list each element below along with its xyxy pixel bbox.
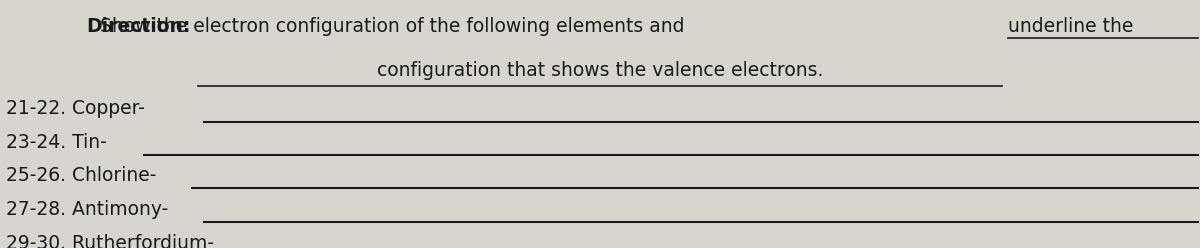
- Text: configuration that shows the valence electrons.: configuration that shows the valence ele…: [377, 61, 823, 80]
- Text: underline the: underline the: [1008, 17, 1133, 36]
- Text: Direction:: Direction:: [86, 17, 191, 36]
- Text: 21-22. Copper-: 21-22. Copper-: [6, 99, 145, 118]
- Text: 29-30. Rutherfordium-: 29-30. Rutherfordium-: [6, 234, 214, 248]
- Text: 27-28. Antimony-: 27-28. Antimony-: [6, 200, 168, 219]
- Text: 25-26. Chlorine-: 25-26. Chlorine-: [6, 166, 156, 185]
- Text: 23-24. Tin-: 23-24. Tin-: [6, 133, 107, 152]
- Text: Show the electron configuration of the following elements and: Show the electron configuration of the f…: [88, 17, 690, 36]
